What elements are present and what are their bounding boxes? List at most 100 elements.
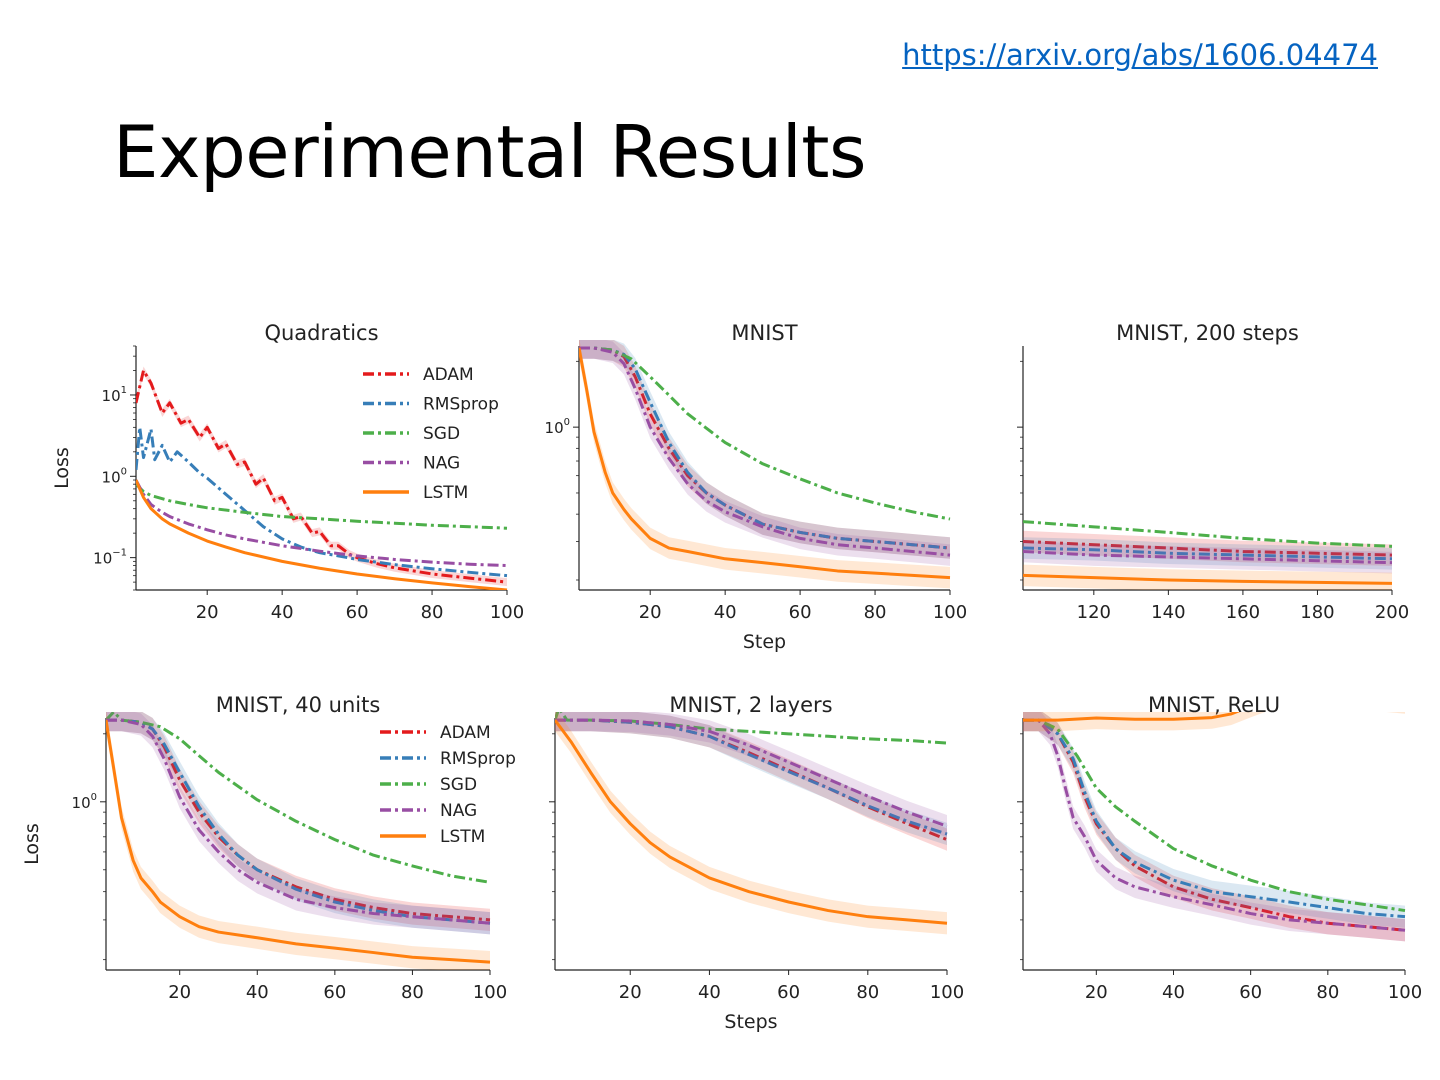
x-tick-label: 20 [639,602,662,623]
chart-panel-mnist-40-units: 100 20 40 60 80 100 MNIST, 40 units Loss ADAM RMS… [21,693,516,1003]
legend-label-lstm: LSTM [423,483,468,503]
band-nag [555,712,947,838]
x-tick-label: 20 [619,982,642,1003]
chart-title: MNIST, 200 steps [1116,321,1299,345]
band-nag [1023,712,1405,942]
x-tick-label: 160 [1226,602,1260,623]
chart-panel-mnist-200-steps: 120 140 160 180 200 MNIST, 200 steps [1017,321,1409,623]
legend: ADAM RMSprop SGD NAG LSTM [380,723,516,847]
y-tick-label: 101 [102,385,127,405]
series-line-sgd [106,712,491,884]
chart-title: MNIST, ReLU [1148,693,1280,717]
x-tick-label: 60 [346,602,369,623]
chart-title: Quadratics [264,321,378,345]
plot-area [1023,520,1393,590]
series-line-rmsprop [1023,718,1406,919]
plot-area [1023,712,1406,942]
y-tick-label: 10−1 [93,548,127,568]
y-tick-label: 100 [102,466,127,486]
x-tick-label: 80 [401,982,424,1003]
x-tick-label: 100 [930,982,964,1003]
band-rmsprop [1023,712,1405,928]
y-axis-label: Loss [51,447,73,489]
x-tick-label: 20 [196,602,219,623]
series-line-lstm [106,719,491,964]
source-link[interactable]: https://arxiv.org/abs/1606.04474 [902,38,1378,72]
legend: ADAM RMSprop SGD NAG LSTM [363,365,499,503]
band-adam [1023,530,1392,566]
x-tick-label: 100 [473,982,507,1003]
series-line-lstm [555,719,948,925]
x-tick-label: 20 [1085,982,1108,1003]
series-line-nag [1023,549,1393,565]
series-line-nag [579,346,951,557]
band-adam [579,340,950,559]
x-tick-label: 80 [1316,982,1339,1003]
legend-label-rmsprop: RMSprop [440,749,516,769]
series-line-sgd [555,712,948,745]
series-line-nag [555,718,948,828]
x-tick-label: 20 [168,982,191,1003]
series-line-nag [106,718,491,925]
band-rmsprop [555,712,947,846]
plot-area [106,712,491,970]
series-line-sgd [136,483,508,530]
x-tick-label: 60 [777,982,800,1003]
slide-title: Experimental Results [113,110,867,194]
band-adam [555,712,947,851]
chart-panel-mnist: 100 20 40 60 80 100 MNIST Step [545,321,968,653]
chart-panel-quadratics: 101 100 10−1 20 40 60 80 100 Quadratics Loss ADAM R… [51,321,524,623]
x-tick-label: 180 [1300,602,1334,623]
series-line-nag [1023,718,1406,932]
chart-panel-mnist-2-layers: 20 40 60 80 100 MNIST, 2 layers Steps [549,693,964,1033]
legend-label-nag: NAG [423,454,460,474]
series-line-rmsprop [555,718,948,836]
legend-label-adam: ADAM [423,365,474,385]
x-tick-label: 100 [933,602,967,623]
x-tick-label: 100 [1388,982,1422,1003]
y-tick-label: 100 [72,792,97,812]
x-tick-label: 80 [421,602,444,623]
chart-title: MNIST, 40 units [216,693,381,717]
band-nag [106,712,490,935]
legend-label-sgd: SGD [440,775,477,795]
band-rmsprop [579,340,950,559]
series-line-lstm [579,347,951,580]
x-tick-label: 40 [271,602,294,623]
x-tick-label: 40 [1162,982,1185,1003]
x-tick-label: 40 [698,982,721,1003]
x-tick-label: 40 [246,982,269,1003]
series-line-nag [136,479,508,568]
legend-label-lstm: LSTM [440,827,485,847]
y-axis-label: Loss [21,823,43,865]
series-line-rmsprop [106,718,491,925]
y-tick-label: 100 [545,417,570,437]
plot-area [579,340,951,589]
series-line-lstm [1023,573,1393,585]
x-tick-label: 80 [856,982,879,1003]
series-line-rmsprop [1023,546,1393,561]
x-tick-label: 80 [864,602,887,623]
x-tick-label: 120 [1077,602,1111,623]
legend-label-adam: ADAM [440,723,491,743]
x-axis-label: Steps [724,1011,777,1033]
x-tick-label: 40 [714,602,737,623]
x-tick-label: 140 [1151,602,1185,623]
x-tick-label: 60 [323,982,346,1003]
series-line-sgd [1023,520,1393,548]
series-line-adam [106,718,491,922]
series-line-adam [1023,539,1393,557]
x-tick-label: 200 [1375,602,1409,623]
band-lstm [1023,712,1405,732]
x-axis-label: Step [743,631,786,653]
x-tick-label: 60 [789,602,812,623]
series-line-lstm [136,479,508,590]
plot-area [555,712,948,935]
plot-area [136,366,508,590]
band-lstm [555,712,947,935]
series-line-sgd [1023,718,1406,913]
legend-label-nag: NAG [440,801,477,821]
x-tick-label: 60 [1239,982,1262,1003]
series-line-sgd [579,346,951,521]
